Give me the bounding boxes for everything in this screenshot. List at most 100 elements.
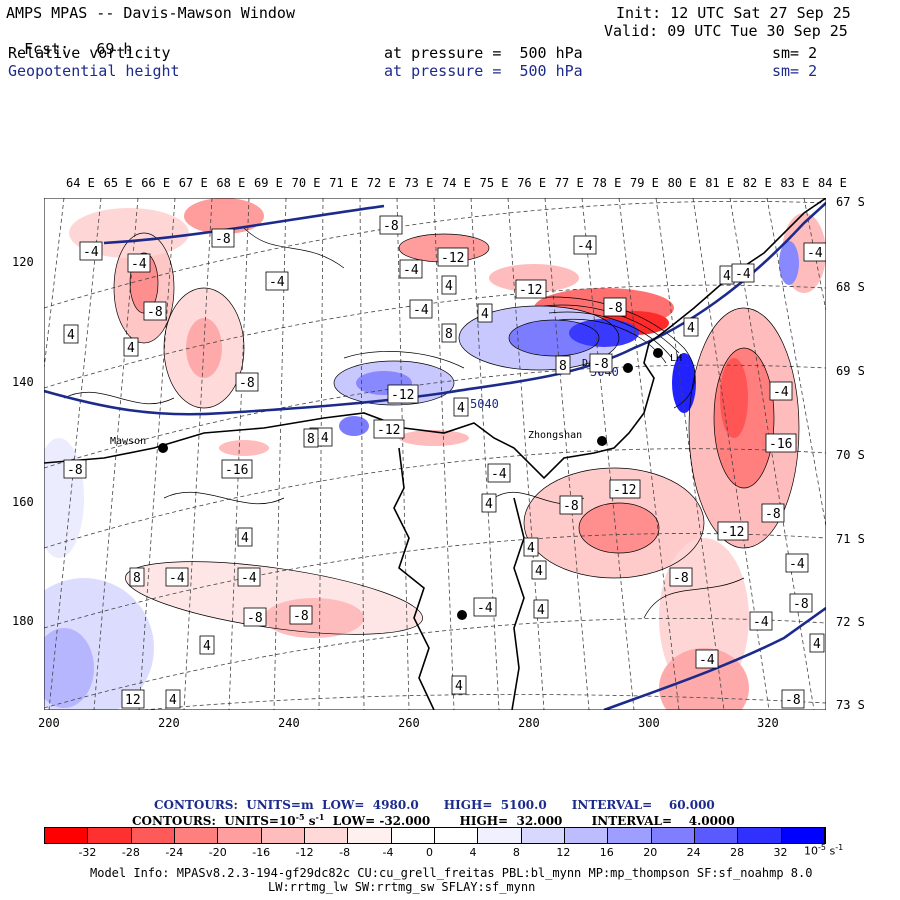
vorticity-label-box: -8 bbox=[63, 459, 87, 479]
vorticity-label-text: -12 bbox=[441, 251, 464, 266]
colorbar-unit-exp: -5 bbox=[818, 843, 826, 852]
vorticity-label-frame bbox=[379, 215, 403, 235]
vorticity-label-box: -8 bbox=[781, 689, 805, 709]
vorticity-label-text: 4 bbox=[67, 328, 75, 343]
vorticity-contour-label: CONTOURS: bbox=[132, 814, 216, 828]
colorbar-swatch bbox=[348, 828, 392, 843]
vorticity-label-frame bbox=[265, 271, 289, 291]
vorticity-label-box: -4 bbox=[265, 271, 289, 291]
colorbar-tick-label: 32 bbox=[773, 846, 788, 859]
init-time: Init: 12 UTC Sat 27 Sep 25 bbox=[616, 4, 851, 22]
vorticity-label-text: -4 bbox=[491, 467, 507, 482]
vorticity-label-frame bbox=[481, 493, 497, 513]
vorticity-label-text: -4 bbox=[735, 267, 751, 282]
vorticity-label-frame bbox=[731, 263, 755, 283]
vorticity-label-text: 8 bbox=[445, 327, 453, 342]
colorbar-tick-label: 8 bbox=[512, 846, 520, 859]
lh-marker[interactable] bbox=[653, 348, 663, 358]
vorticity-label-box: -8 bbox=[589, 353, 613, 373]
vorticity-label-text: -4 bbox=[789, 557, 805, 572]
vorticity-label-frame bbox=[237, 567, 261, 587]
vorticity-label-frame bbox=[199, 635, 215, 655]
vorticity-label-frame bbox=[717, 521, 749, 541]
vorticity-label-text: 4 bbox=[445, 279, 453, 294]
colorbar-swatch bbox=[174, 828, 219, 843]
vorticity-label-frame bbox=[603, 297, 627, 317]
vorticity-label-box: -8 bbox=[143, 301, 167, 321]
vorticity-label-frame bbox=[63, 459, 87, 479]
vorticity-label-frame bbox=[669, 567, 693, 587]
station-63-marker[interactable] bbox=[457, 610, 467, 620]
vorticity-label-box: 4 bbox=[237, 527, 253, 547]
vorticity-label-frame bbox=[531, 560, 547, 580]
latitude-label: 73 S bbox=[836, 698, 865, 712]
vorticity-label-box: -16 bbox=[765, 433, 797, 453]
longitude-label: 69 E bbox=[254, 176, 283, 190]
vorticity-label-frame bbox=[63, 324, 79, 344]
longitude-label: 67 E bbox=[178, 176, 208, 190]
vorticity-label-text: 4 bbox=[485, 497, 493, 512]
vorticity-label-text: -16 bbox=[225, 463, 248, 478]
vorticity-label-box: -4 bbox=[165, 567, 189, 587]
vorticity-label-frame bbox=[533, 599, 549, 619]
latitude-label: 70 S bbox=[836, 448, 865, 462]
mawson-marker[interactable] bbox=[158, 443, 168, 453]
vorticity-label-frame bbox=[237, 527, 253, 547]
field2-smoothing: sm= 2 bbox=[772, 62, 818, 80]
vorticity-label-frame bbox=[121, 689, 145, 709]
colorbar-tick-label: 28 bbox=[730, 846, 745, 859]
vorticity-label-box: -4 bbox=[79, 241, 103, 261]
vorticity-label-frame bbox=[243, 607, 267, 627]
vorticity-label-text: 12 bbox=[125, 693, 141, 708]
colorbar-tick-label: 24 bbox=[686, 846, 701, 859]
height-contour-label: CONTOURS: bbox=[154, 798, 238, 812]
vorticity-label-frame bbox=[127, 253, 151, 273]
vorticity-label-frame bbox=[143, 301, 167, 321]
colorbar-tick-label: 16 bbox=[599, 846, 614, 859]
vorticity-label-text: -8 bbox=[215, 232, 231, 247]
vorticity-map[interactable]: Mawson Zhongshan Davis LH 63 5040 5040 -… bbox=[44, 198, 826, 710]
vorticity-label-frame bbox=[515, 279, 547, 299]
vorticity-label-frame bbox=[803, 242, 826, 262]
vorticity-label-box: 4 bbox=[481, 493, 497, 513]
vorticity-label-text: -4 bbox=[269, 275, 285, 290]
vorticity-label-box: -12 bbox=[515, 279, 547, 299]
field2-level: at pressure = 500 hPa bbox=[384, 62, 583, 80]
vorticity-label-frame bbox=[211, 228, 235, 248]
longitude-label: 70 E bbox=[291, 176, 321, 190]
vorticity-label-box: -4 bbox=[409, 299, 433, 319]
colorbar-tick-label: -24 bbox=[165, 846, 184, 859]
vorticity-label-box: 4 bbox=[63, 324, 79, 344]
vorticity-label-frame bbox=[129, 567, 145, 587]
latitude-label: 67 S bbox=[836, 195, 865, 209]
height-contour-info: CONTOURS: UNITS=m LOW= 4980.0 HIGH= 5100… bbox=[154, 798, 715, 812]
vorticity-label-box: -4 bbox=[803, 242, 826, 262]
colorbar-unit-tail: s bbox=[829, 844, 836, 858]
vorticity-label-frame bbox=[453, 397, 469, 417]
forecast-value: 69 h bbox=[96, 40, 133, 58]
vorticity-label-frame bbox=[289, 605, 313, 625]
vorticity-contour-low: LOW= -32.000 bbox=[332, 814, 431, 828]
vorticity-label-box: -12 bbox=[437, 247, 469, 267]
zhongshan-marker[interactable] bbox=[597, 436, 607, 446]
vorticity-label-box: 4 bbox=[123, 337, 139, 357]
longitude-label: 77 E bbox=[554, 176, 584, 190]
vorticity-label-frame bbox=[399, 259, 423, 279]
vorticity-label-frame bbox=[441, 323, 457, 343]
vorticity-label-box: -8 bbox=[669, 567, 693, 587]
vorticity-label-frame bbox=[785, 553, 809, 573]
davis-marker[interactable] bbox=[623, 363, 633, 373]
vorticity-label-box: -4 bbox=[695, 649, 719, 669]
y-tick-label: 140 bbox=[12, 375, 34, 389]
field2-name: Geopotential height bbox=[8, 62, 180, 80]
vorticity-contour-info: CONTOURS: UNITS=10-5 s-1 LOW= -32.000 HI… bbox=[132, 812, 735, 828]
vorticity-label-frame bbox=[769, 381, 793, 401]
latitude-label: 71 S bbox=[836, 532, 865, 546]
vorticity-label-frame bbox=[477, 303, 493, 323]
vorticity-label-box: -12 bbox=[373, 419, 405, 439]
x-tick-label: 220 bbox=[158, 716, 180, 730]
colorbar-swatch bbox=[218, 828, 262, 843]
x-tick-label: 240 bbox=[278, 716, 300, 730]
longitude-label: 71 E bbox=[329, 176, 359, 190]
colorbar-swatch bbox=[45, 828, 89, 843]
